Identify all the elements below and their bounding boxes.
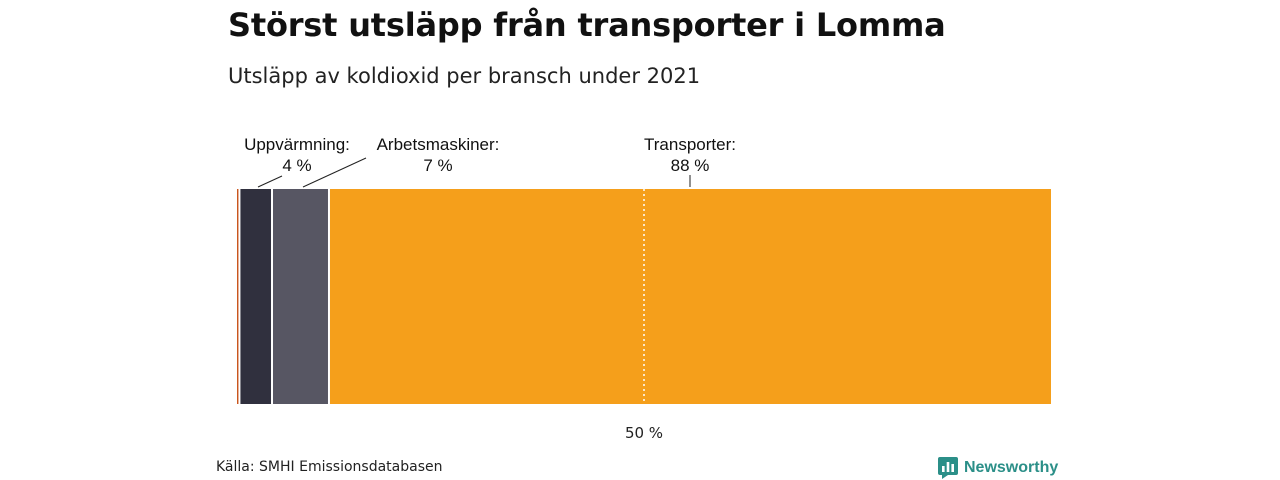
- segment-value-transporter: 88 %: [671, 156, 710, 175]
- newsworthy-icon: [938, 457, 958, 479]
- chart-subtitle: Utsläpp av koldioxid per bransch under 2…: [228, 64, 701, 88]
- segment-value-uppv-rmning: 4 %: [282, 156, 311, 175]
- source-note: Källa: SMHI Emissionsdatabasen: [216, 459, 443, 475]
- segment-label-uppv-rmning: Uppvärmning:: [244, 135, 350, 154]
- stacked-bar-chart: 50 % Uppvärmning: 4 % Arbetsmaskiner: 7 % Tra…: [237, 135, 1051, 442]
- segment-label-transporter: Transporter:: [644, 135, 736, 154]
- leader-line-arbetsmaskiner: [302, 157, 367, 188]
- bar-segment--vrigt: [237, 189, 240, 404]
- chart-title: Störst utsläpp från transporter i Lomma: [228, 6, 946, 44]
- newsworthy-logo: Newsworthy: [938, 456, 1058, 480]
- reference-line-label: 50 %: [625, 424, 663, 442]
- bar-segment-transporter: [328, 189, 1051, 404]
- leader-line-uppv-rmning: [257, 175, 283, 188]
- bar-segment-arbetsmaskiner: [272, 189, 329, 404]
- segment-value-arbetsmaskiner: 7 %: [423, 156, 452, 175]
- segment-label-arbetsmaskiner: Arbetsmaskiner:: [377, 135, 500, 154]
- bar-segment-uppv-rmning: [239, 189, 273, 404]
- brand-name: Newsworthy: [964, 459, 1059, 476]
